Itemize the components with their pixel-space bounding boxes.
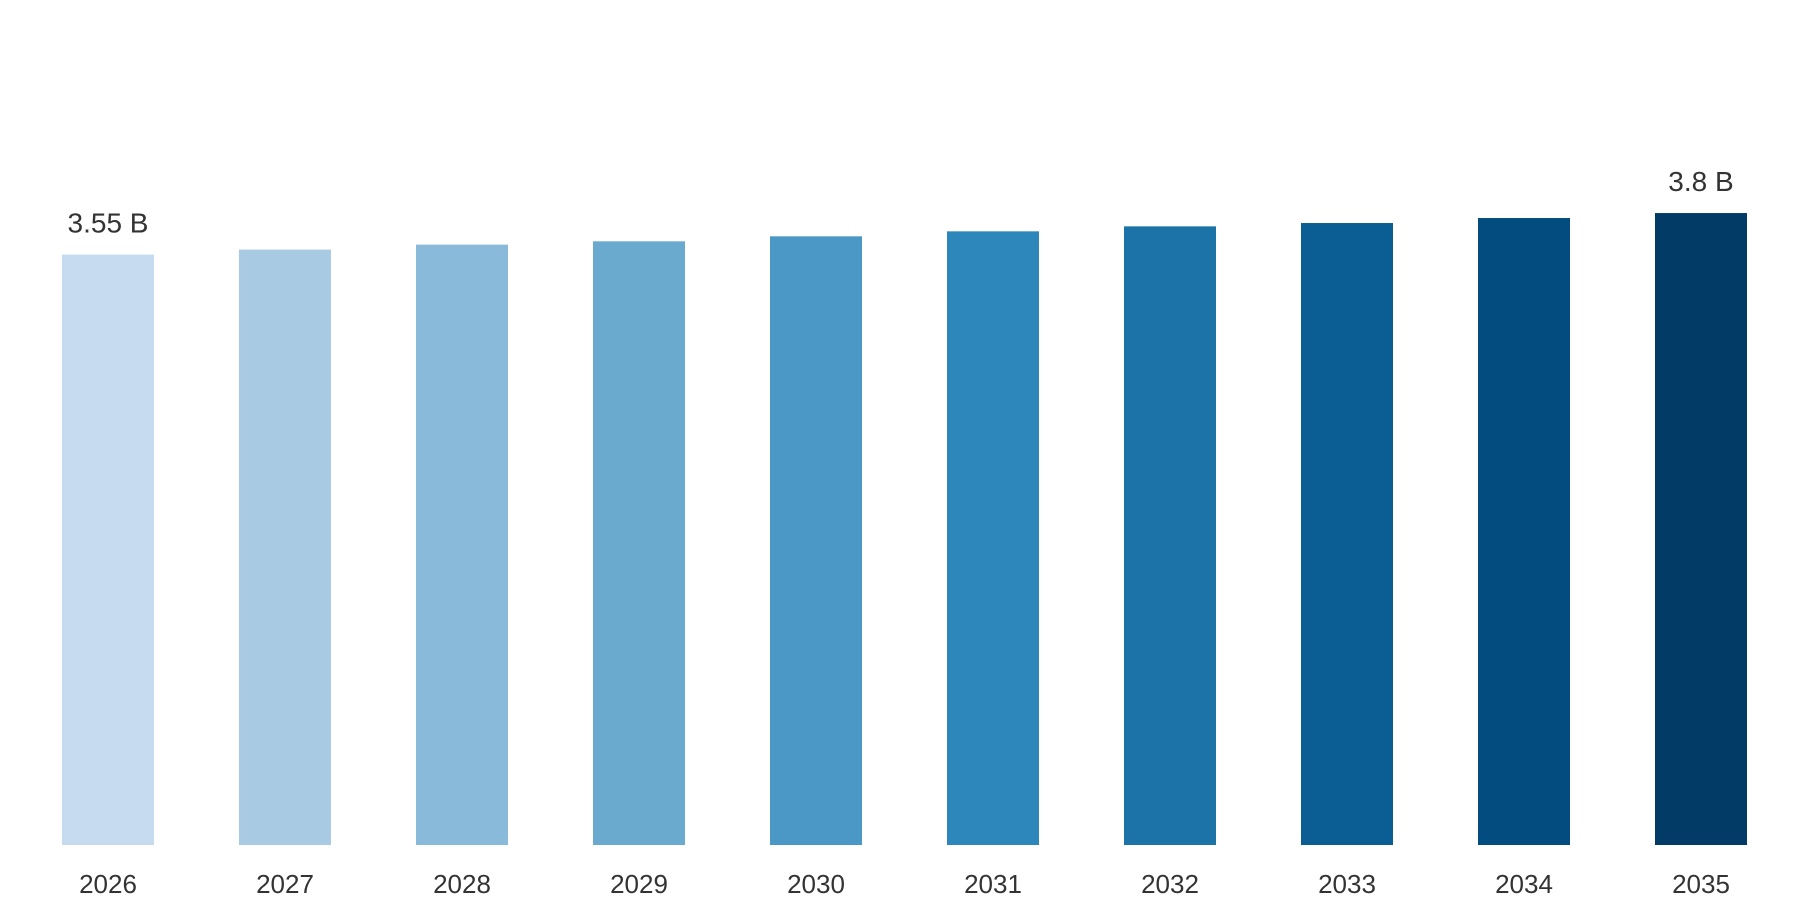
x-tick-label-2031: 2031 xyxy=(964,869,1022,899)
bar-2031 xyxy=(947,231,1039,845)
bar-2035 xyxy=(1655,213,1747,846)
x-tick-label-2032: 2032 xyxy=(1141,869,1199,899)
bars-layer xyxy=(62,213,1747,846)
x-tick-label-2030: 2030 xyxy=(787,869,845,899)
bar-2028 xyxy=(416,244,508,846)
x-tick-label-2033: 2033 xyxy=(1318,869,1376,899)
bar-2026 xyxy=(62,254,154,845)
x-tick-label-2026: 2026 xyxy=(79,869,137,899)
data-labels-layer: 3.55 B 3.8 B xyxy=(68,166,1734,239)
x-tick-label-2028: 2028 xyxy=(433,869,491,899)
data-label-2035: 3.8 B xyxy=(1668,166,1733,197)
x-tick-label-2035: 2035 xyxy=(1672,869,1730,899)
x-tick-label-2034: 2034 xyxy=(1495,869,1553,899)
x-tick-label-2029: 2029 xyxy=(610,869,668,899)
bar-2033 xyxy=(1301,223,1393,846)
data-label-2026: 3.55 B xyxy=(68,208,149,239)
bar-2029 xyxy=(593,241,685,846)
bar-2034 xyxy=(1478,218,1570,846)
x-tick-labels: 2026 2027 2028 2029 2030 2031 2032 2033 2034 2035 xyxy=(79,869,1730,899)
x-tick-label-2027: 2027 xyxy=(256,869,314,899)
bar-2027 xyxy=(239,249,331,845)
bar-2032 xyxy=(1124,226,1216,845)
bar-2030 xyxy=(770,236,862,846)
